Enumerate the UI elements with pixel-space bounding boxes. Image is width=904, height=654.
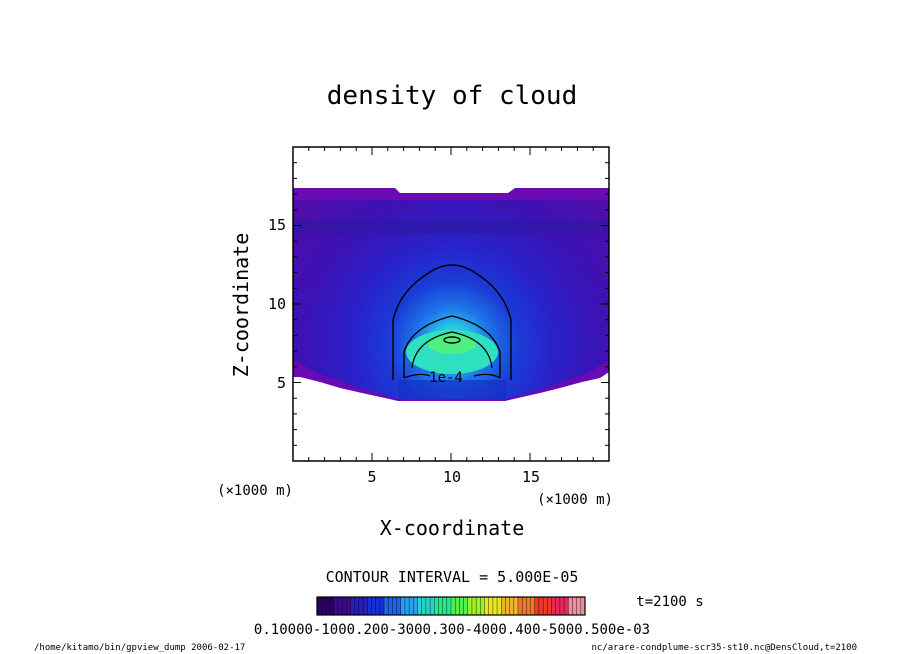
colorbar-cell-12 xyxy=(367,597,372,615)
colorbar-cell-14 xyxy=(375,597,381,615)
colorbar-cell-32 xyxy=(451,597,456,615)
colorbar-cell-53 xyxy=(538,597,544,615)
colorbar-cell-46 xyxy=(509,597,515,615)
x-tick-label-5: 5 xyxy=(367,468,376,486)
time-label: t=2100 s xyxy=(636,594,703,610)
colorbar-cell-40 xyxy=(484,597,490,615)
colorbar-cell-20 xyxy=(400,597,406,615)
colorbar-cell-35 xyxy=(463,597,469,615)
colorbar-cell-19 xyxy=(396,597,402,615)
y-axis-title: Z-coordinate xyxy=(229,233,253,378)
colorbar-cell-24 xyxy=(417,597,423,615)
cloud-bottom-edge xyxy=(398,380,506,399)
colorbar-cell-31 xyxy=(446,597,452,615)
colorbar-cell-48 xyxy=(518,597,523,615)
colorbar-cell-49 xyxy=(522,597,527,615)
colorbar-cell-7 xyxy=(346,597,351,615)
footer-right: nc/arare-condplume-scr35-st10.nc@DensClo… xyxy=(591,643,857,653)
x-axis-title: X-coordinate xyxy=(380,516,525,540)
colorbar-cell-0 xyxy=(317,597,322,615)
colorbar-cell-8 xyxy=(350,597,356,615)
colorbar-cell-43 xyxy=(497,597,502,615)
colorbar-cell-18 xyxy=(392,597,398,615)
y-tick-label-15: 15 xyxy=(268,216,286,234)
contour-line-inner xyxy=(411,331,493,369)
colorbar-cell-27 xyxy=(430,597,435,615)
colorbar-cell-34 xyxy=(459,597,465,615)
contour-interval: CONTOUR INTERVAL = 5.000E-05 xyxy=(326,568,579,586)
colorbar-cell-15 xyxy=(379,597,385,615)
contour-line-outer xyxy=(392,264,512,380)
y-tick-label-5: 5 xyxy=(277,374,286,392)
colorbar-cell-30 xyxy=(442,597,448,615)
colorbar-cell-47 xyxy=(513,597,519,615)
colorbar-cell-38 xyxy=(476,597,481,615)
colorbar-cell-23 xyxy=(413,597,418,615)
colorbar-cell-29 xyxy=(438,597,444,615)
colorbar-cell-3 xyxy=(329,597,335,615)
colorbar-cell-22 xyxy=(409,597,414,615)
colorbar-cell-37 xyxy=(471,597,477,615)
colorbar-cell-6 xyxy=(342,597,347,615)
cloud-core-center xyxy=(428,334,476,354)
colorbar-cell-21 xyxy=(404,597,410,615)
colorbar-cell-1 xyxy=(321,597,326,615)
colorbar-cell-17 xyxy=(388,597,393,615)
colorbar-cell-13 xyxy=(371,597,377,615)
colorbar-cell-41 xyxy=(488,597,494,615)
colorbar xyxy=(316,597,586,615)
axis-ticks xyxy=(293,147,609,461)
colorbar-cell-33 xyxy=(455,597,460,615)
x-tick-label-10: 10 xyxy=(443,468,461,486)
colorbar-frame xyxy=(316,596,586,616)
contour-line-core xyxy=(443,336,461,344)
colorbar-cell-51 xyxy=(530,597,536,615)
colorbar-cell-62 xyxy=(576,597,582,615)
colorbar-cell-63 xyxy=(580,597,586,615)
colorbar-cell-42 xyxy=(492,597,498,615)
colorbar-cell-9 xyxy=(354,597,360,615)
colorbar-cell-4 xyxy=(333,597,339,615)
colorbar-cell-50 xyxy=(526,597,532,615)
contour-label: 1e-4 xyxy=(429,370,463,386)
colorbar-cell-60 xyxy=(568,597,573,615)
contour-line-1e-4 xyxy=(403,315,501,378)
colorbar-cell-25 xyxy=(421,597,427,615)
cloud-field-inner xyxy=(293,200,609,399)
x-unit-label: (×1000 m) xyxy=(537,492,613,508)
chart-title: density of cloud xyxy=(327,81,577,111)
colorbar-cell-57 xyxy=(555,597,561,615)
colorbar-cell-54 xyxy=(543,597,548,615)
colorbar-cell-16 xyxy=(384,597,389,615)
colorbar-cell-58 xyxy=(559,597,565,615)
colorbar-cell-44 xyxy=(501,597,506,615)
colorbar-cell-39 xyxy=(480,597,485,615)
contour-line-base xyxy=(403,373,501,379)
x-tick-label-15: 15 xyxy=(522,468,540,486)
colorbar-cell-55 xyxy=(547,597,552,615)
colorbar-tick-labels: 0.10000-1000.200-3000.300-4000.400-5000.… xyxy=(254,622,650,638)
colorbar-cell-52 xyxy=(534,597,540,615)
y-unit-label: (×1000 m) xyxy=(217,483,293,499)
cloud-top-band xyxy=(293,220,609,234)
colorbar-cell-2 xyxy=(325,597,331,615)
colorbar-cell-10 xyxy=(358,597,364,615)
colorbar-cell-28 xyxy=(434,597,439,615)
colorbar-cell-45 xyxy=(505,597,511,615)
colorbar-cell-36 xyxy=(467,597,473,615)
plot-area xyxy=(293,147,609,461)
colorbar-cell-61 xyxy=(572,597,578,615)
colorbar-cell-11 xyxy=(363,597,368,615)
colorbar-cell-56 xyxy=(551,597,557,615)
colorbar-cell-26 xyxy=(425,597,431,615)
colorbar-cell-59 xyxy=(564,597,569,615)
colorbar-cell-5 xyxy=(337,597,343,615)
y-tick-label-10: 10 xyxy=(268,295,286,313)
footer-left: /home/kitamo/bin/gpview_dump 2006-02-17 xyxy=(34,643,245,653)
